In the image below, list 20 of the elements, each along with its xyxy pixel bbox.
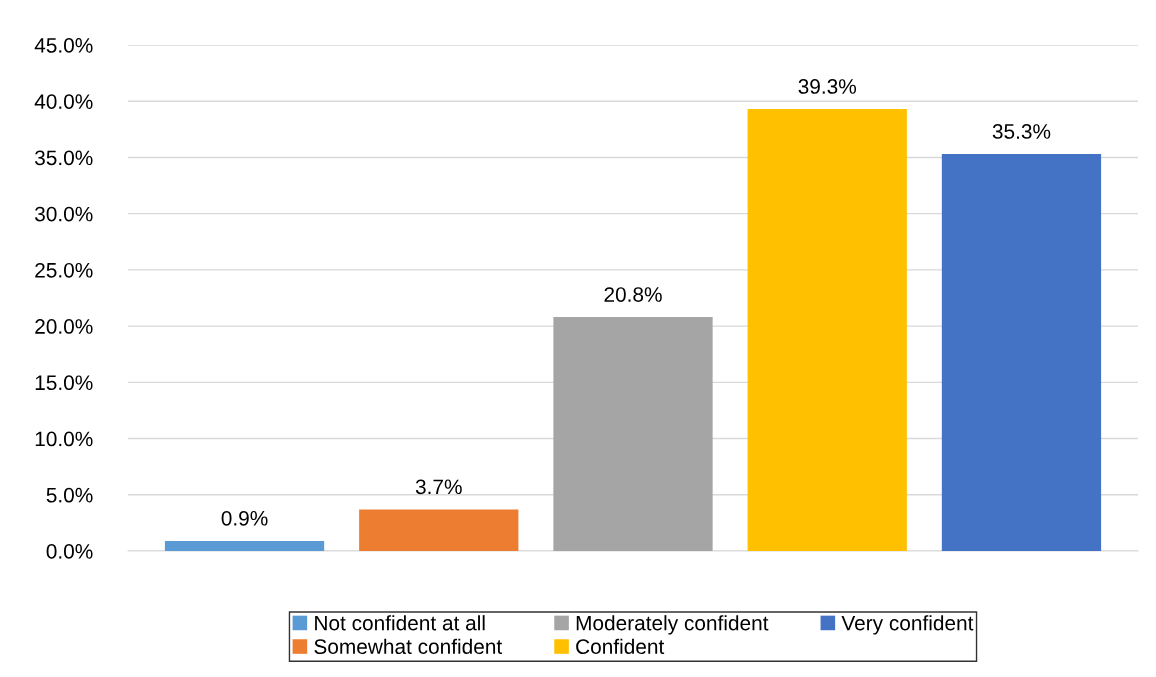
legend-label: Very confident: [841, 615, 974, 635]
legend-label: Not confident at all: [315, 615, 485, 631]
y-tick-label: 0.0%: [46, 544, 93, 559]
legend-label: Moderately confident: [576, 615, 769, 635]
legend-label: Confident: [576, 638, 665, 655]
legend-label: Somewhat confident: [314, 638, 503, 655]
data-label: 0.9%: [221, 510, 268, 526]
y-tick-label: 15.0%: [35, 375, 93, 391]
y-tick-label: 45.0%: [34, 38, 93, 53]
y-tick-label: 40.0%: [34, 94, 93, 109]
data-label: 20.8%: [604, 287, 662, 302]
y-tick-label: 20.0%: [35, 319, 93, 334]
data-label: 39.3%: [798, 79, 857, 94]
y-tick-label: 5.0%: [46, 487, 93, 503]
y-tick-label: 35.0%: [35, 150, 93, 166]
y-tick-label: 25.0%: [35, 262, 93, 278]
data-label: 35.3%: [992, 124, 1051, 139]
data-label: 3.7%: [415, 479, 462, 495]
y-tick-label: 10.0%: [35, 431, 93, 447]
y-tick-label: 30.0%: [35, 206, 93, 222]
